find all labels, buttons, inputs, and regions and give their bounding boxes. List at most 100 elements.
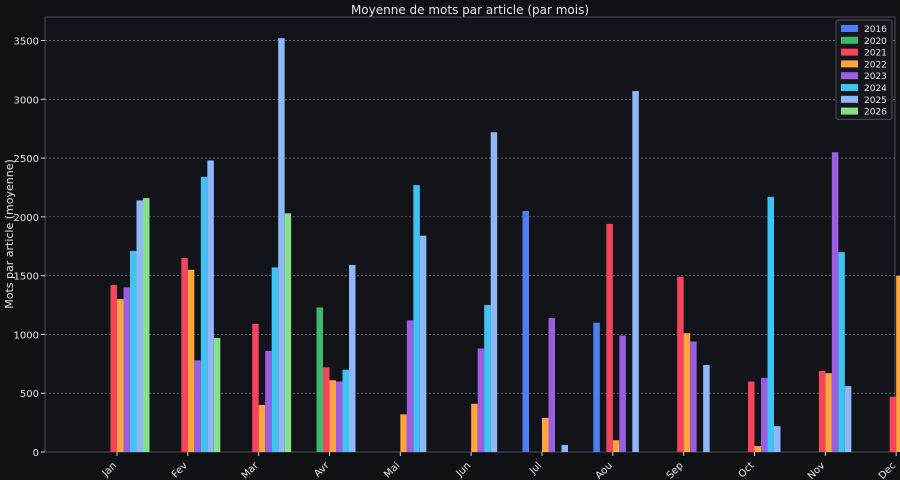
legend-swatch-2024: [841, 84, 858, 91]
bar-2023-aou: [619, 335, 626, 452]
bar-2025-fev: [207, 160, 214, 452]
bar-2025-mar: [278, 38, 285, 452]
bar-2022-jan: [117, 299, 124, 452]
bar-2021-dec: [889, 396, 897, 452]
legend-label: 2025: [864, 96, 887, 106]
bars: [110, 38, 900, 452]
bar-2022-jul: [542, 417, 549, 452]
y-tick-label: 3000: [14, 95, 39, 106]
x-tick-label: Jan: [100, 460, 119, 479]
bar-2022-dec: [896, 275, 900, 452]
bar-2023-jan: [123, 287, 130, 452]
y-axis-label: Mots par article (moyenne): [3, 159, 16, 309]
x-tick-label: Sep: [665, 460, 686, 480]
bar-2023-mai: [406, 320, 414, 452]
bar-2023-jun: [477, 348, 485, 452]
legend-label: 2026: [864, 108, 887, 118]
bar-2026-mar: [284, 213, 292, 452]
x-tick-label: Mai: [382, 460, 402, 480]
chart-title: Moyenne de mots par article (par mois): [351, 3, 589, 17]
bar-2021-sep: [677, 276, 684, 452]
bar-2024-fev: [200, 176, 208, 452]
y-tick-label: 2500: [14, 154, 39, 165]
bar-2025-mai: [419, 235, 427, 452]
bar-2016-jul: [522, 210, 529, 452]
bar-2025-jul: [561, 444, 568, 452]
bar-2023-fev: [194, 360, 201, 452]
bar-2022-oct: [754, 446, 761, 452]
bar-2022-nov: [825, 373, 832, 452]
legend-label: 2020: [864, 37, 887, 47]
legend-label: 2022: [864, 60, 887, 70]
bar-2022-aou: [612, 440, 620, 452]
legend-label: 2021: [864, 49, 887, 59]
legend-box: [835, 19, 893, 120]
legend-swatch-2016: [841, 25, 858, 32]
bar-2024-mar: [271, 267, 279, 452]
legend-swatch-2020: [841, 36, 858, 44]
bar-2022-jun: [471, 403, 478, 452]
bar-2023-jul: [548, 317, 555, 452]
bar-2024-jun: [484, 305, 491, 452]
legend-swatch-2026: [841, 107, 858, 115]
legend-swatch-2025: [841, 95, 858, 103]
x-tick-label: Nov: [806, 460, 828, 480]
bar-2022-mar: [258, 404, 266, 452]
bar-2016-aou: [593, 322, 600, 452]
bar-2020-avr: [316, 307, 323, 452]
x-tick-label: Jul: [527, 460, 544, 477]
bar-2021-aou: [606, 223, 613, 452]
bar-2022-avr: [329, 380, 336, 452]
y-tick-label: 3500: [14, 37, 39, 48]
bar-2024-oct: [767, 196, 774, 452]
bar-2023-sep: [690, 341, 697, 452]
y-tick-label: 1000: [14, 330, 39, 341]
bar-2024-mai: [413, 185, 420, 452]
y-axis: 0 500 1000 1500 2000 2500 3000 3500: [14, 37, 45, 459]
y-tick-label: 0: [33, 448, 39, 459]
bar-2021-fev: [181, 258, 188, 452]
y-tick-label: 500: [20, 389, 39, 400]
bar-2025-sep: [703, 365, 710, 452]
bar-2021-jan: [110, 285, 117, 452]
bar-2023-oct: [761, 377, 768, 452]
bar-2025-jan: [136, 200, 143, 452]
bar-2025-avr: [349, 265, 356, 452]
bar-2021-mar: [252, 323, 259, 452]
bar-2026-fev: [213, 337, 221, 452]
legend-swatch-2023: [841, 72, 858, 80]
x-tick-label: Fev: [170, 460, 190, 480]
bar-2024-nov: [838, 252, 845, 452]
bar-2025-nov: [844, 386, 852, 452]
bar-2025-oct: [774, 426, 781, 452]
x-tick-label: Oct: [737, 460, 757, 480]
bar-2021-nov: [818, 370, 826, 452]
y-tick-label: 2000: [14, 213, 39, 224]
bar-2022-mai: [400, 414, 407, 452]
x-tick-label: Mar: [240, 460, 262, 480]
bar-2026-jan: [143, 198, 150, 452]
legend-label: 2024: [864, 84, 887, 94]
legend-swatch-2022: [841, 60, 858, 68]
bar-2025-jun: [490, 132, 498, 452]
bar-2023-nov: [831, 152, 839, 452]
x-axis: Jan Fev Mar Avr Mai Jun Jul Aou Sep Oct Nov Dec: [100, 452, 898, 480]
legend-label: 2016: [864, 25, 887, 35]
legend-label: 2023: [864, 72, 887, 82]
bar-2023-avr: [336, 381, 343, 452]
bar-2021-avr: [323, 367, 330, 452]
x-tick-label: Avr: [312, 460, 332, 480]
bar-2024-avr: [342, 369, 349, 452]
legend-swatch-2021: [841, 48, 858, 56]
x-tick-label: Dec: [877, 460, 898, 480]
bar-2022-fev: [187, 269, 195, 452]
y-tick-label: 1500: [14, 272, 39, 283]
bar-2024-jan: [130, 250, 137, 452]
bar-2023-mar: [265, 350, 272, 452]
bar-2021-oct: [748, 381, 755, 452]
x-tick-label: Jun: [454, 460, 474, 480]
x-tick-label: Aou: [594, 460, 615, 480]
bar-2025-aou: [632, 91, 639, 452]
